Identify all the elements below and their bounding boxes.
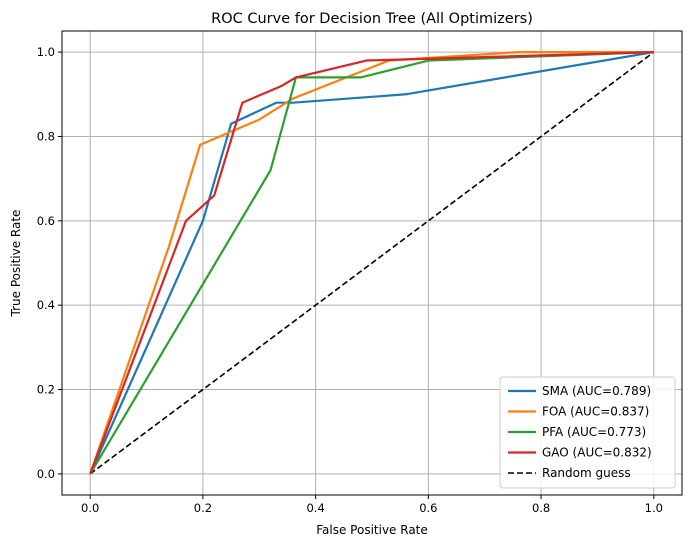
x-tick-label: 0.2 [194,501,212,515]
y-tick-label: 1.0 [37,45,55,59]
chart-title: ROC Curve for Decision Tree (All Optimiz… [211,11,533,27]
legend-label: Random guess [542,466,631,480]
y-tick-label: 0.0 [37,467,55,481]
legend-label: PFA (AUC=0.773) [542,425,646,439]
x-tick-label: 0.8 [532,501,550,515]
series-line-random [89,51,655,475]
y-axis-label: True Positive Rate [9,210,23,318]
x-tick-label: 0.6 [419,501,437,515]
y-tick-label: 0.4 [37,298,55,312]
series-line-gao [89,50,654,475]
legend: SMA (AUC=0.789) FOA (AUC=0.837) PFA (AUC=0… [499,376,676,489]
legend-label: SMA (AUC=0.789) [542,384,651,398]
plot-frame [61,30,683,496]
x-tick-label: 1.0 [645,501,663,515]
series-layer [89,50,655,475]
legend-box [499,376,676,489]
legend-label: GAO (AUC=0.832) [542,446,652,460]
y-tick-label: 0.6 [37,214,55,228]
y-tick-label: 0.8 [37,129,55,143]
series-line-foa [89,50,654,475]
x-axis-label: False Positive Rate [316,523,428,537]
x-tick-label: 0.4 [306,501,324,515]
y-tick-label: 0.2 [37,383,55,397]
legend-label: FOA (AUC=0.837) [542,405,649,419]
series-line-sma [89,51,655,475]
x-axis-ticks: 0.0 0.2 0.4 0.6 0.8 1.0 [81,495,663,515]
series-line-pfa [89,50,654,475]
grid-lines [62,31,682,495]
x-tick-label: 0.0 [81,501,99,515]
y-axis-ticks: 0.0 0.2 0.4 0.6 0.8 1.0 [37,45,62,481]
